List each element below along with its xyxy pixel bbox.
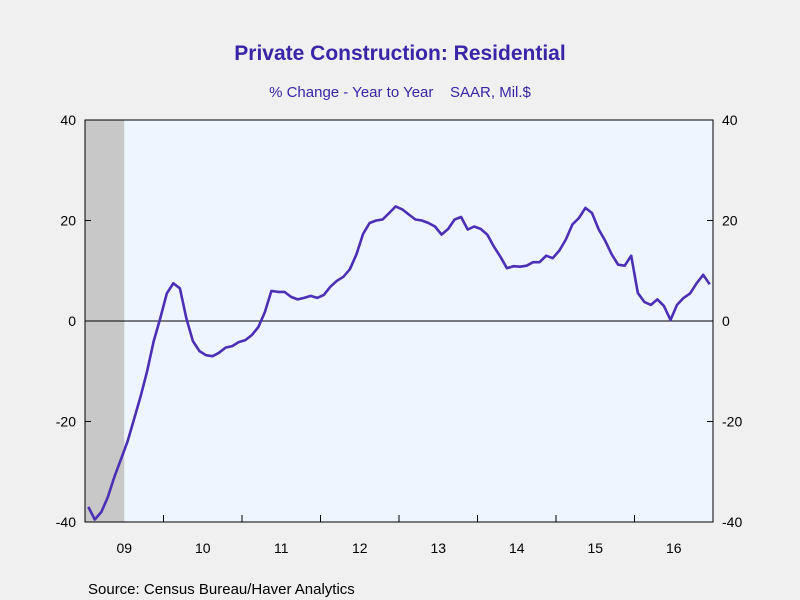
series-line (87, 205, 711, 521)
y-axis-left: -40 -20 0 20 40 (56, 112, 91, 530)
y-tick-label: -20 (56, 414, 76, 430)
x-tick-label: 13 (430, 540, 446, 556)
y-tick-label: 20 (60, 213, 76, 229)
y-axis-right: -40 -20 0 20 40 (707, 112, 742, 530)
y-tick-label: 40 (60, 112, 76, 128)
x-tick-label: 15 (587, 540, 603, 556)
y-tick-label: 0 (68, 313, 76, 329)
chart-subtitle: % Change - Year to Year SAAR, Mil.$ (269, 84, 531, 101)
x-tick-label: 16 (666, 540, 682, 556)
x-tick-label: 11 (274, 540, 289, 556)
x-tick-label: 14 (509, 540, 525, 556)
y-tick-label-right: -40 (722, 514, 742, 530)
y-tick-label-right: -20 (722, 414, 742, 430)
x-tick-label: 09 (116, 540, 132, 556)
source-note: Source: Census Bureau/Haver Analytics (88, 581, 355, 598)
x-tick-label: 10 (195, 540, 211, 556)
y-tick-label: -40 (56, 514, 76, 530)
x-axis: 09 10 11 12 13 14 15 16 (116, 515, 682, 556)
y-tick-label-right: 20 (722, 213, 738, 229)
y-tick-label-right: 40 (722, 112, 738, 128)
x-tick-label: 12 (352, 540, 368, 556)
y-tick-label-right: 0 (722, 313, 730, 329)
chart-title: Private Construction: Residential (234, 42, 565, 65)
